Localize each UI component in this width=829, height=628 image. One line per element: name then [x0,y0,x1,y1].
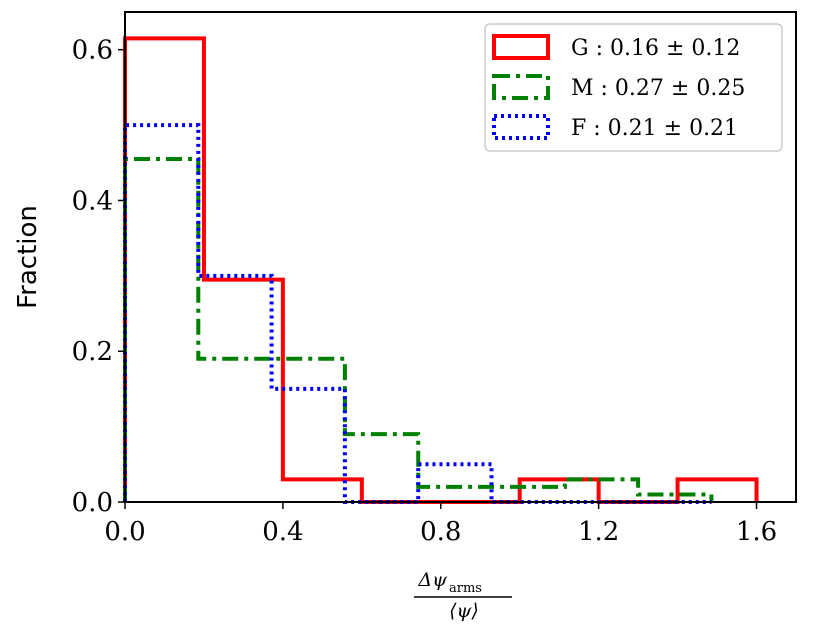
plot-frame [124,11,797,503]
legend-label-1: M : 0.27 ± 0.25 [571,76,745,101]
x-axis-label: Δψ arms ⟨ψ⟩ [414,569,512,622]
legend-swatch-2 [492,114,550,140]
y-tick-label: 0.6 [72,36,113,66]
y-tick-label: 0.0 [72,488,113,518]
legend-box [484,23,783,152]
x-tick-label: 0.8 [420,517,461,547]
x-axis-label-numerator: Δψ [417,569,448,591]
ticks-layer: 0.0 0.4 0.8 1.2 1.6 0.0 0.2 0.4 0.6 [72,36,778,547]
y-tick-label: 0.2 [72,337,113,367]
legend-swatch-1 [492,74,550,100]
x-tick-label: 0.0 [104,517,145,547]
legend-items: G : 0.16 ± 0.12 M : 0.27 ± 0.25 F : 0.21 ±… [492,34,745,141]
y-axis-label: Fraction [13,205,43,309]
x-tick-label: 1.2 [578,517,619,547]
legend-label-2: F : 0.21 ± 0.21 [571,116,738,141]
x-axis-label-denominator: ⟨ψ⟩ [449,600,479,622]
histogram-series-2 [123,123,712,504]
histogram-series-1 [123,157,714,502]
legend: G : 0.16 ± 0.12 M : 0.27 ± 0.25 F : 0.21 ±… [484,23,783,152]
x-tick-label: 1.6 [736,517,777,547]
legend-swatch-0 [492,34,550,60]
x-axis-label-subscript: arms [449,581,482,596]
legend-label-0: G : 0.16 ± 0.12 [571,36,740,61]
x-tick-label: 0.4 [262,517,303,547]
y-tick-label: 0.4 [72,186,113,216]
